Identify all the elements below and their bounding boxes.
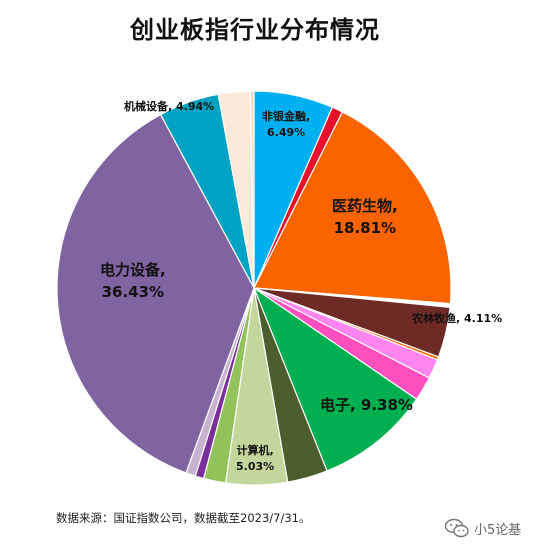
- slice-label-machinery: 机械设备, 4.94%: [124, 100, 215, 113]
- slice-label-power-equipment: 电力设备, 36.43%: [100, 261, 166, 301]
- pie-slice-2: [253, 111, 452, 305]
- slice-label-computer: 计算机, 5.03%: [236, 444, 275, 473]
- wechat-icon: [444, 518, 469, 538]
- pie-slice-8: [252, 286, 418, 472]
- pie-slice-17: [249, 90, 255, 289]
- watermark-text: 小5论基: [474, 522, 522, 538]
- pie-slice-14: [56, 113, 255, 474]
- source-note: 数据来源：国证指数公司，数据截至2023/7/31。: [56, 511, 311, 525]
- watermark: 小5论基: [444, 518, 521, 538]
- slice-label-agriculture: 农林牧渔, 4.11%: [412, 312, 503, 325]
- slice-label-electronics: 电子, 9.38%: [320, 396, 413, 414]
- slice-label-pharma: 医药生物, 18.81%: [332, 197, 398, 237]
- slice-label-finance: 非银金融, 6.49%: [262, 110, 311, 139]
- chart-title: 创业板指行业分布情况: [130, 16, 380, 44]
